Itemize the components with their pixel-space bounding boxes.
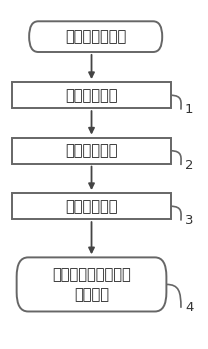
Text: 结束，继续循环下一
检测周期: 结束，继续循环下一 检测周期 <box>52 267 131 302</box>
Bar <box>12 82 171 108</box>
Text: 2: 2 <box>185 158 193 172</box>
Text: 3: 3 <box>185 214 193 227</box>
Text: 1: 1 <box>185 103 193 116</box>
FancyBboxPatch shape <box>29 21 162 52</box>
Text: 交通参数获取: 交通参数获取 <box>65 88 118 103</box>
FancyBboxPatch shape <box>17 258 166 311</box>
Bar <box>12 138 171 164</box>
Text: 交通事件检测: 交通事件检测 <box>65 199 118 214</box>
Text: 开始本检测周期: 开始本检测周期 <box>65 29 126 44</box>
Bar <box>12 193 171 220</box>
Text: 4: 4 <box>185 301 193 314</box>
Text: 交通参数预测: 交通参数预测 <box>65 143 118 158</box>
